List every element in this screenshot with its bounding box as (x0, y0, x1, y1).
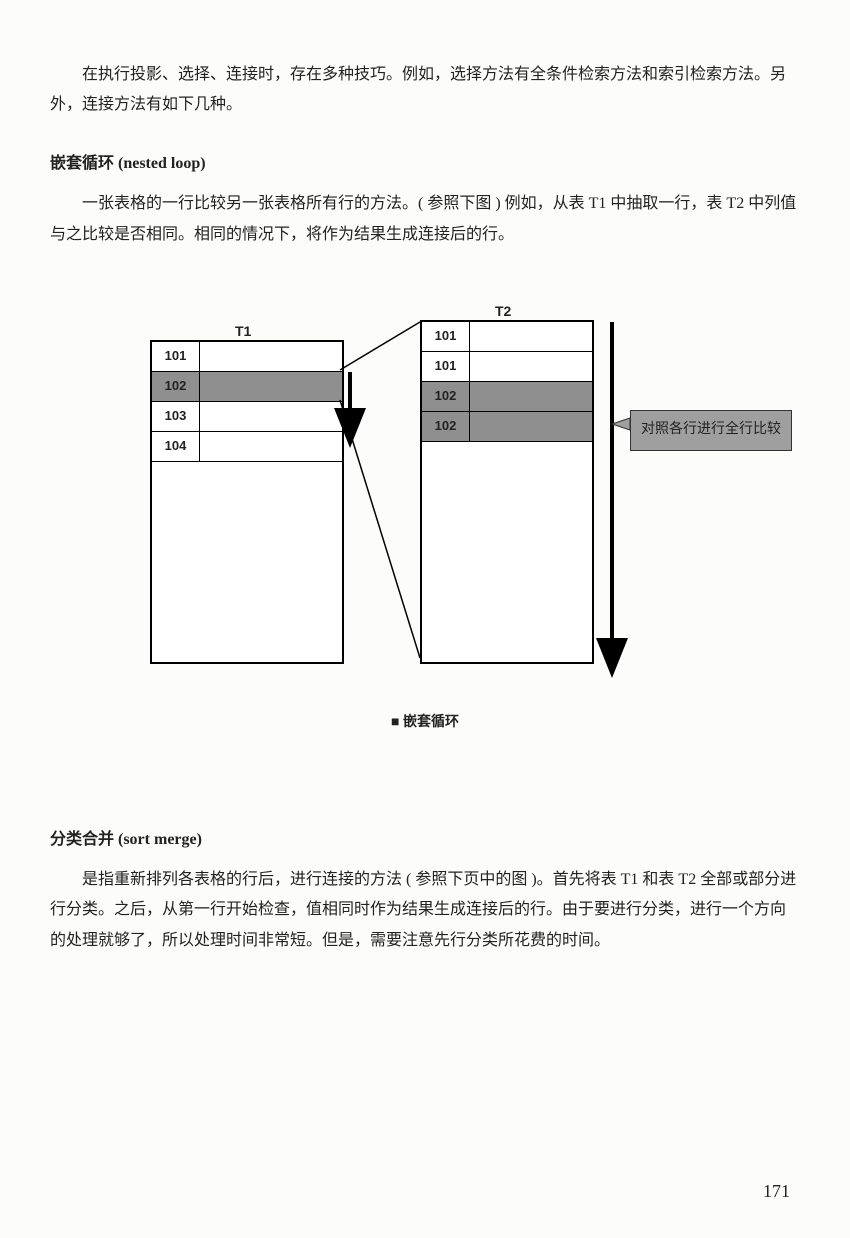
table-cell-key: 103 (152, 402, 200, 431)
table-cell-rest (470, 382, 592, 411)
intro-paragraph: 在执行投影、选择、连接时，存在多种技巧。例如，选择方法有全条件检索方法和索引检索… (50, 60, 800, 121)
table-cell-rest (200, 402, 342, 431)
table-row: 101 (422, 322, 592, 352)
table-t2: 101101102102 (420, 320, 594, 664)
table-cell-rest (200, 372, 342, 401)
section1-paragraph: 一张表格的一行比较另一张表格所有行的方法。( 参照下图 ) 例如，从表 T1 中… (50, 189, 800, 250)
diagram-callout: 对照各行进行全行比较 (630, 410, 792, 451)
table-cell-key: 101 (422, 352, 470, 381)
nested-loop-diagram: T1 101102103104 T2 101101102102 对照各行进行全行… (50, 310, 800, 690)
table-cell-key: 102 (152, 372, 200, 401)
section2-heading: 分类合并 (sort merge) (50, 825, 800, 855)
table-row: 101 (422, 352, 592, 382)
table-cell-key: 102 (422, 412, 470, 441)
table-cell-rest (200, 342, 342, 371)
table-cell-rest (470, 352, 592, 381)
section2-paragraph: 是指重新排列各表格的行后，进行连接的方法 ( 参照下页中的图 )。首先将表 T1… (50, 865, 800, 956)
page-number: 171 (763, 1174, 790, 1208)
diagram-caption: ■ 嵌套循环 (50, 710, 800, 737)
table-row: 102 (422, 382, 592, 412)
table-cell-key: 101 (152, 342, 200, 371)
table-row: 103 (152, 402, 342, 432)
section1-heading: 嵌套循环 (nested loop) (50, 149, 800, 179)
table-row: 104 (152, 432, 342, 462)
table-t1: 101102103104 (150, 340, 344, 664)
table-cell-key: 104 (152, 432, 200, 461)
table-cell-rest (470, 322, 592, 351)
table-cell-rest (470, 412, 592, 441)
table-row: 102 (422, 412, 592, 442)
table-cell-key: 102 (422, 382, 470, 411)
table-row: 101 (152, 342, 342, 372)
table-row: 102 (152, 372, 342, 402)
table-cell-rest (200, 432, 342, 461)
table-cell-key: 101 (422, 322, 470, 351)
